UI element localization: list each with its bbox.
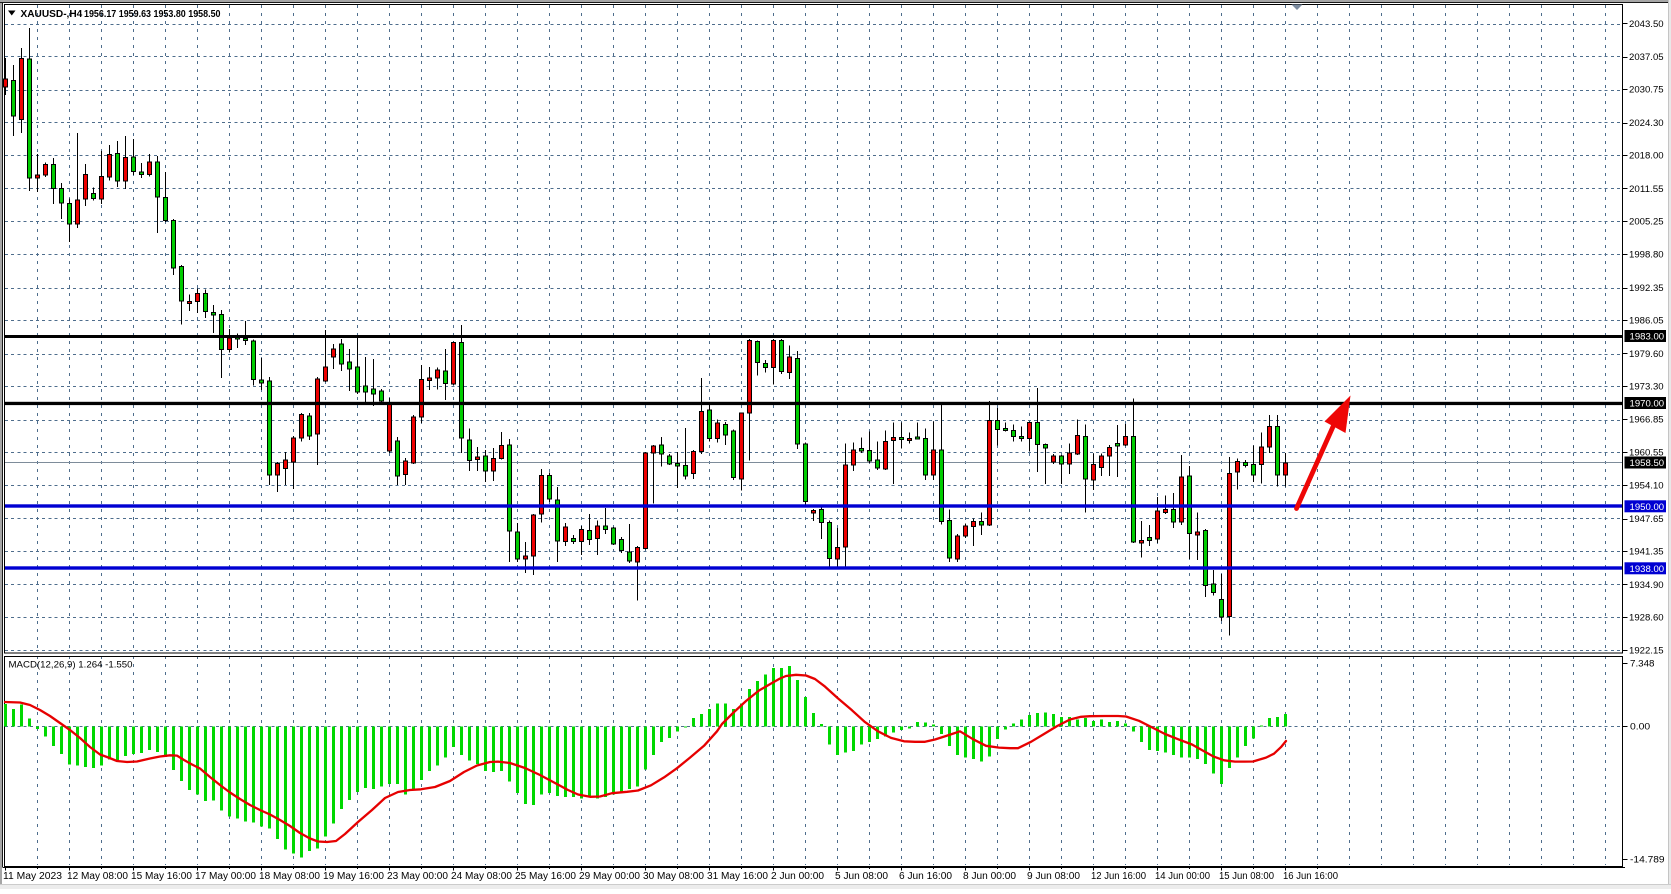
svg-text:1934.90: 1934.90	[1629, 580, 1664, 591]
svg-text:1983.00: 1983.00	[1630, 332, 1665, 343]
svg-text:1938.00: 1938.00	[1630, 564, 1665, 575]
svg-text:2024.30: 2024.30	[1629, 118, 1664, 129]
svg-text:2018.00: 2018.00	[1629, 151, 1664, 162]
svg-text:1928.60: 1928.60	[1629, 612, 1664, 623]
svg-text:11 May 2023: 11 May 2023	[3, 871, 62, 882]
svg-text:14 Jun 00:00: 14 Jun 00:00	[1155, 871, 1210, 882]
svg-text:1922.15: 1922.15	[1629, 646, 1664, 657]
svg-text:1992.35: 1992.35	[1629, 283, 1664, 294]
svg-text:2043.50: 2043.50	[1629, 19, 1664, 30]
svg-text:1941.35: 1941.35	[1629, 546, 1664, 557]
svg-text:1958.50: 1958.50	[1630, 458, 1665, 469]
svg-text:15 May 16:00: 15 May 16:00	[131, 871, 192, 882]
svg-text:MACD(12,26,9) 1.264 -1.550: MACD(12,26,9) 1.264 -1.550	[9, 660, 133, 671]
svg-text:19 May 16:00: 19 May 16:00	[323, 871, 384, 882]
svg-text:8 Jun 00:00: 8 Jun 00:00	[963, 871, 1016, 882]
svg-text:1956.17 1959.63 1953.80 1958.5: 1956.17 1959.63 1953.80 1958.50	[84, 8, 221, 20]
svg-text:18 May 08:00: 18 May 08:00	[259, 871, 320, 882]
svg-text:12 May 08:00: 12 May 08:00	[67, 871, 128, 882]
svg-text:1998.80: 1998.80	[1629, 250, 1664, 261]
svg-text:7.348: 7.348	[1630, 659, 1655, 670]
svg-text:16 Jun 16:00: 16 Jun 16:00	[1283, 871, 1338, 882]
svg-text:5 Jun 08:00: 5 Jun 08:00	[835, 871, 888, 882]
svg-text:1947.65: 1947.65	[1629, 514, 1664, 525]
svg-text:23 May 00:00: 23 May 00:00	[387, 871, 448, 882]
svg-text:2030.75: 2030.75	[1629, 85, 1664, 96]
svg-text:XAUUSD-,H4: XAUUSD-,H4	[21, 8, 83, 20]
svg-text:1970.00: 1970.00	[1630, 399, 1665, 410]
svg-text:15 Jun 08:00: 15 Jun 08:00	[1219, 871, 1274, 882]
svg-text:12 Jun 16:00: 12 Jun 16:00	[1091, 871, 1146, 882]
svg-text:1954.10: 1954.10	[1629, 481, 1664, 492]
svg-text:25 May 16:00: 25 May 16:00	[515, 871, 576, 882]
svg-text:2005.25: 2005.25	[1629, 216, 1664, 227]
svg-text:31 May 16:00: 31 May 16:00	[707, 871, 768, 882]
svg-text:29 May 00:00: 29 May 00:00	[579, 871, 640, 882]
svg-text:1960.55: 1960.55	[1629, 447, 1664, 458]
svg-text:9 Jun 08:00: 9 Jun 08:00	[1027, 871, 1080, 882]
svg-text:1950.00: 1950.00	[1630, 502, 1665, 513]
svg-text:1966.85: 1966.85	[1629, 415, 1664, 426]
svg-text:1979.60: 1979.60	[1629, 349, 1664, 360]
svg-text:1973.30: 1973.30	[1629, 381, 1664, 392]
svg-text:6 Jun 16:00: 6 Jun 16:00	[899, 871, 952, 882]
svg-text:1986.05: 1986.05	[1629, 316, 1664, 327]
svg-text:0.00: 0.00	[1630, 722, 1650, 733]
svg-text:30 May 08:00: 30 May 08:00	[643, 871, 704, 882]
svg-text:-14.789: -14.789	[1630, 854, 1665, 865]
svg-text:2037.05: 2037.05	[1629, 52, 1664, 63]
svg-text:17 May 00:00: 17 May 00:00	[195, 871, 256, 882]
svg-text:2 Jun 00:00: 2 Jun 00:00	[771, 871, 824, 882]
svg-text:2011.55: 2011.55	[1629, 184, 1664, 195]
svg-text:24 May 08:00: 24 May 08:00	[451, 871, 512, 882]
